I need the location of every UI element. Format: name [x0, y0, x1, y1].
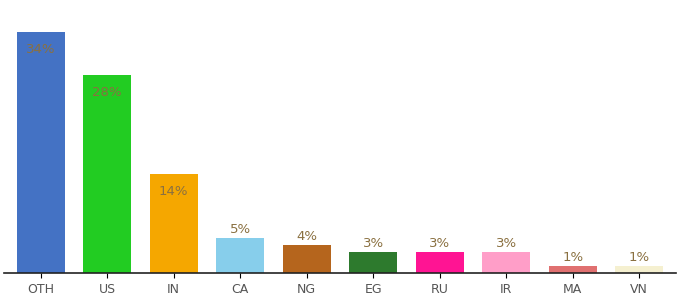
Bar	[549, 266, 596, 273]
Text: 4%: 4%	[296, 230, 318, 243]
Text: 5%: 5%	[230, 223, 251, 236]
Bar	[415, 252, 464, 273]
Text: 14%: 14%	[159, 184, 188, 198]
Text: 3%: 3%	[429, 237, 450, 250]
Text: 28%: 28%	[92, 85, 122, 99]
Text: 3%: 3%	[496, 237, 517, 250]
Text: 1%: 1%	[562, 251, 583, 264]
Bar	[350, 252, 397, 273]
Bar	[482, 252, 530, 273]
Text: 1%: 1%	[629, 251, 650, 264]
Bar	[216, 238, 265, 273]
Bar	[17, 32, 65, 273]
Text: 34%: 34%	[26, 43, 56, 56]
Bar	[283, 245, 330, 273]
Bar	[84, 75, 131, 273]
Bar	[150, 174, 198, 273]
Bar	[615, 266, 663, 273]
Text: 3%: 3%	[362, 237, 384, 250]
